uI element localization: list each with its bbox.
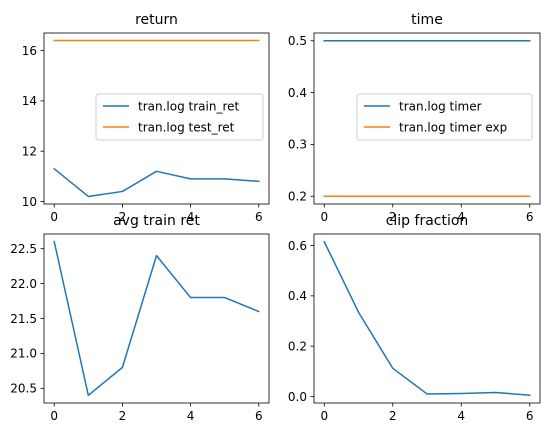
- subplot-title: time: [411, 12, 443, 28]
- y-tick-label: 10: [22, 195, 37, 209]
- y-tick-label: 0.0: [288, 390, 307, 404]
- x-tick-label: 0: [320, 409, 328, 423]
- subplot-4: clip fraction 0 2 4 6 0.0 0.2 0.4 0.6: [288, 213, 541, 423]
- series-line-1: [53, 167, 260, 198]
- axes-frame: [43, 233, 270, 404]
- x-tick-label: 4: [187, 409, 195, 423]
- legend: tran.log train_ret tran.log test_ret: [95, 93, 264, 141]
- y-tick-label: 21.5: [10, 312, 37, 326]
- axes-frame: [313, 233, 541, 404]
- subplot-3: avg train ret 0 2 4 6 20.5 21.0 21.5 22.0 22.5: [10, 213, 270, 423]
- legend-label: tran.log timer exp: [399, 120, 507, 134]
- x-tick-label: 6: [255, 210, 263, 224]
- x-tick-label: 4: [187, 210, 195, 224]
- y-tick-label: 22.5: [10, 242, 37, 256]
- x-tick-label: 4: [457, 210, 465, 224]
- y-tick-label: 0.6: [288, 239, 307, 253]
- x-tick-label: 6: [255, 409, 263, 423]
- x-tick-label: 2: [389, 210, 397, 224]
- y-tick-label: 0.4: [288, 86, 307, 100]
- series-line-1: [53, 240, 260, 397]
- x-tick-label: 0: [50, 210, 58, 224]
- x-tick-label: 2: [119, 409, 127, 423]
- y-tick-label: 0.2: [288, 339, 307, 353]
- y-tick-label: 0.2: [288, 190, 307, 204]
- x-tick-label: 6: [526, 210, 534, 224]
- x-tick-label: 2: [389, 409, 397, 423]
- x-tick-label: 2: [119, 210, 127, 224]
- y-tick-label: 16: [22, 44, 37, 58]
- y-tick-label: 12: [22, 144, 37, 158]
- y-tick-label: 22.0: [10, 277, 37, 291]
- series-line-1: [323, 240, 531, 397]
- axes-frame: [43, 32, 270, 205]
- subplot-title: return: [135, 12, 178, 28]
- subplot-title: avg train ret: [113, 213, 200, 229]
- x-tick-label: 0: [320, 210, 328, 224]
- y-tick-label: 0.5: [288, 34, 307, 48]
- x-tick-label: 6: [526, 409, 534, 423]
- y-tick-label: 20.5: [10, 382, 37, 396]
- legend-label: tran.log timer: [399, 99, 482, 113]
- legend-label: tran.log train_ret: [138, 99, 240, 113]
- legend: tran.log timer tran.log timer exp: [356, 93, 533, 141]
- y-tick-label: 0.3: [288, 138, 307, 152]
- legend-box: [95, 93, 264, 141]
- y-tick-label: 14: [22, 94, 37, 108]
- x-tick-label: 4: [457, 409, 465, 423]
- legend-box: [356, 93, 533, 141]
- legend-label: tran.log test_ret: [138, 120, 235, 134]
- x-tick-label: 0: [50, 409, 58, 423]
- y-tick-label: 21.0: [10, 347, 37, 361]
- y-tick-label: 0.4: [288, 289, 307, 303]
- subplot-title: clip fraction: [386, 213, 469, 229]
- axes-frame: [313, 32, 541, 205]
